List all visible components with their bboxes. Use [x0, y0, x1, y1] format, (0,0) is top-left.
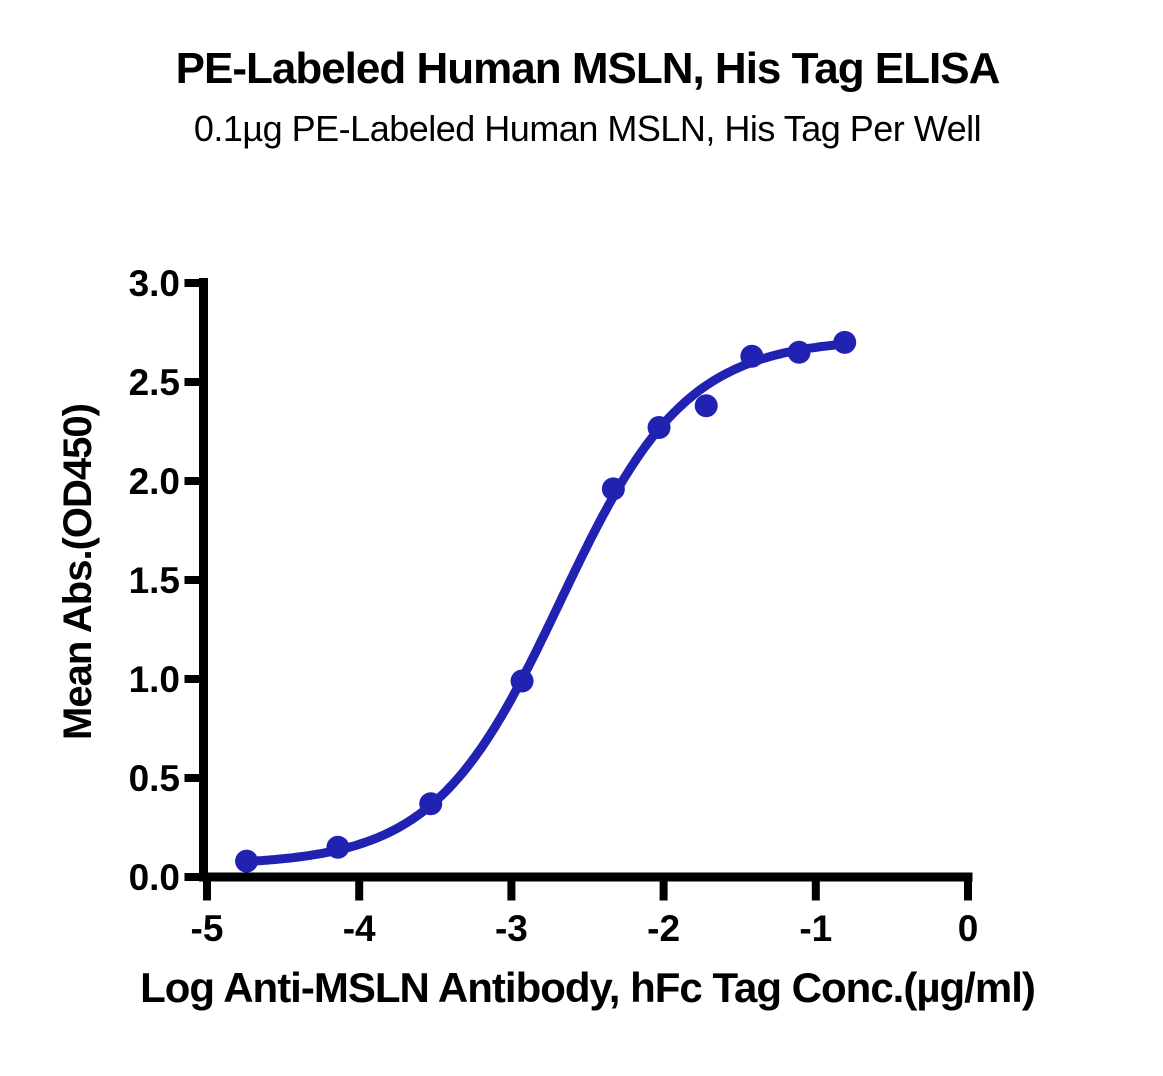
x-axis-title: Log Anti-MSLN Antibody, hFc Tag Conc.(µg… — [140, 964, 1036, 1011]
y-tick-label: 2.0 — [129, 461, 180, 502]
x-tick-label: 0 — [958, 908, 979, 949]
x-tick-label: -1 — [799, 908, 832, 949]
fit-curve-line — [242, 339, 848, 866]
y-tick-label: 1.5 — [129, 560, 180, 601]
y-tick-label: 0.0 — [129, 857, 180, 898]
x-tick-label: -5 — [191, 908, 224, 949]
y-tick-label: 0.5 — [129, 758, 180, 799]
data-point — [833, 330, 857, 354]
x-tick-label: -3 — [495, 908, 528, 949]
data-point — [235, 849, 259, 873]
y-tick-label: 3.0 — [129, 263, 180, 304]
data-point — [787, 340, 811, 364]
chart-title: PE-Labeled Human MSLN, His Tag ELISA — [175, 44, 1001, 93]
x-tick-label: -2 — [647, 908, 680, 949]
data-point — [601, 477, 625, 501]
y-axis-title: Mean Abs.(OD450) — [56, 404, 100, 740]
data-point — [647, 416, 671, 440]
data-point — [694, 394, 718, 418]
data-point — [326, 835, 350, 859]
y-tick-label: 2.5 — [129, 362, 180, 403]
y-tick-label: 1.0 — [129, 659, 180, 700]
data-point — [740, 344, 764, 368]
x-tick-label: -4 — [343, 908, 376, 949]
chart-subtitle: 0.1µg PE-Labeled Human MSLN, His Tag Per… — [193, 108, 982, 149]
data-point — [419, 792, 443, 816]
data-point — [510, 669, 534, 693]
